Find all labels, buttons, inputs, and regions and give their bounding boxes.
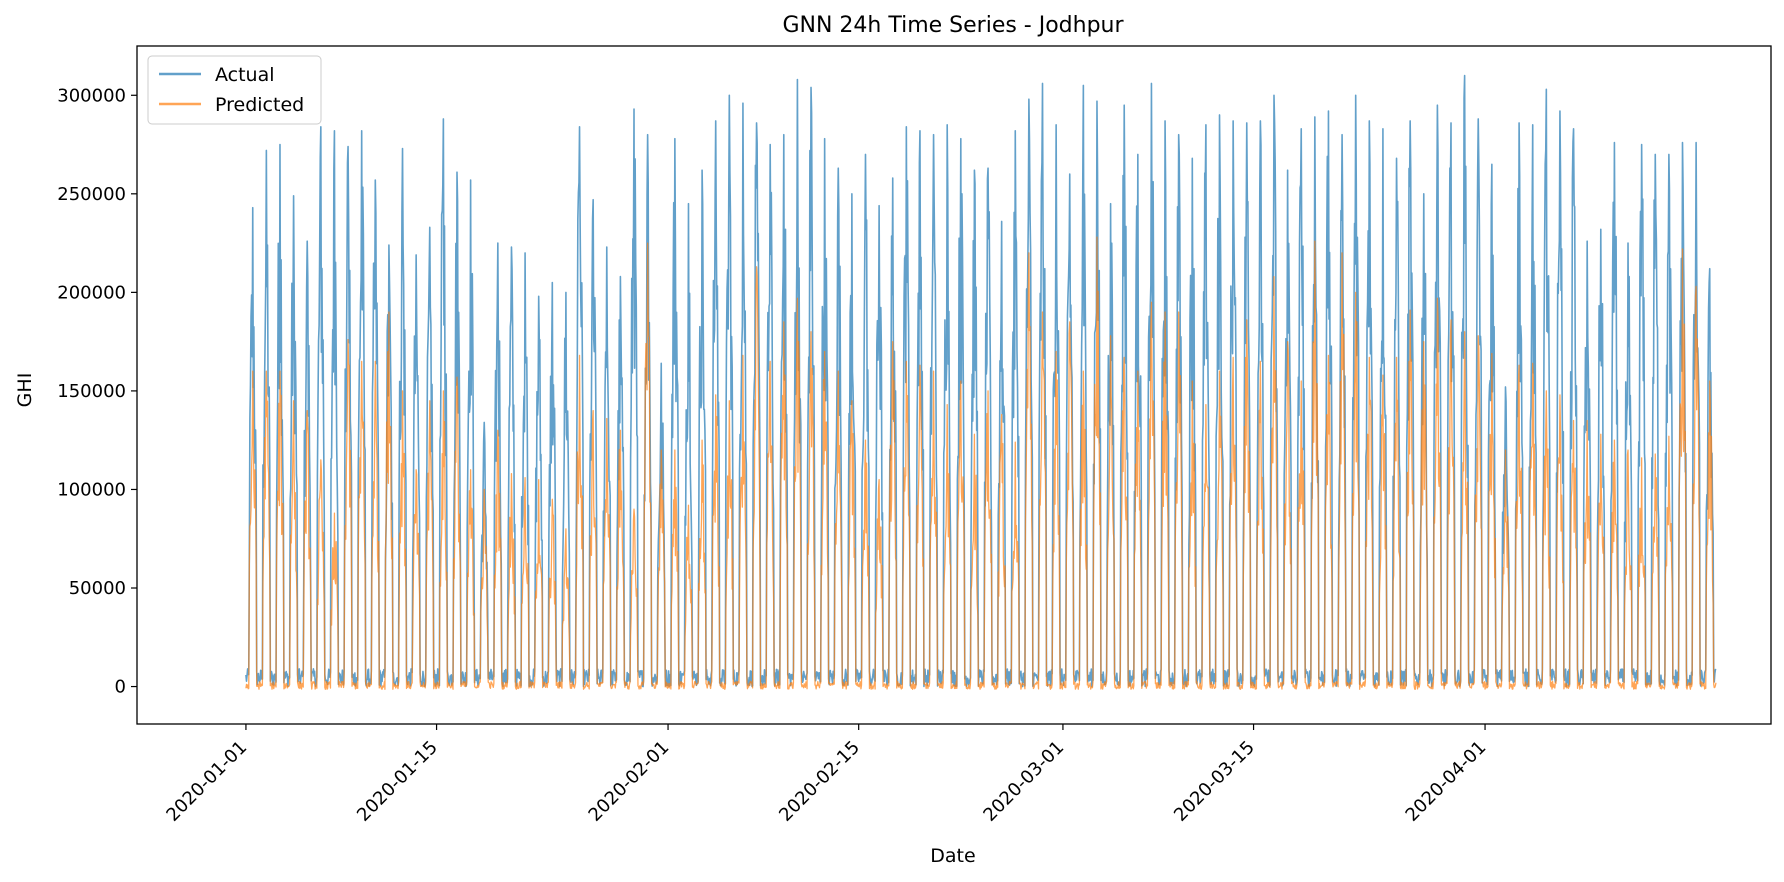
- y-tick-label: 150000: [57, 381, 126, 402]
- chart-title: GNN 24h Time Series - Jodhpur: [782, 13, 1124, 38]
- y-axis-label: GHI: [14, 373, 36, 408]
- legend: Actual Predicted: [147, 55, 322, 125]
- plot-area: [137, 46, 1771, 724]
- y-tick-label: 250000: [57, 184, 126, 205]
- legend-label-actual: Actual: [215, 64, 275, 86]
- y-tick-label: 100000: [57, 479, 126, 500]
- y-tick-label: 50000: [69, 578, 126, 599]
- plot-frame: [136, 45, 1772, 725]
- legend-label-predicted: Predicted: [215, 94, 304, 116]
- series-layer: [245, 74, 1717, 690]
- series-line-actual: [245, 74, 1717, 688]
- y-tick-label: 0: [115, 677, 126, 698]
- x-axis-label: Date: [930, 845, 975, 867]
- y-tick-label: 200000: [57, 282, 126, 303]
- series-line-predicted: [245, 236, 1717, 690]
- y-tick-label: 300000: [57, 85, 126, 106]
- y-axis: 0 50000 100000 150000 200000 250000 300000: [57, 85, 137, 698]
